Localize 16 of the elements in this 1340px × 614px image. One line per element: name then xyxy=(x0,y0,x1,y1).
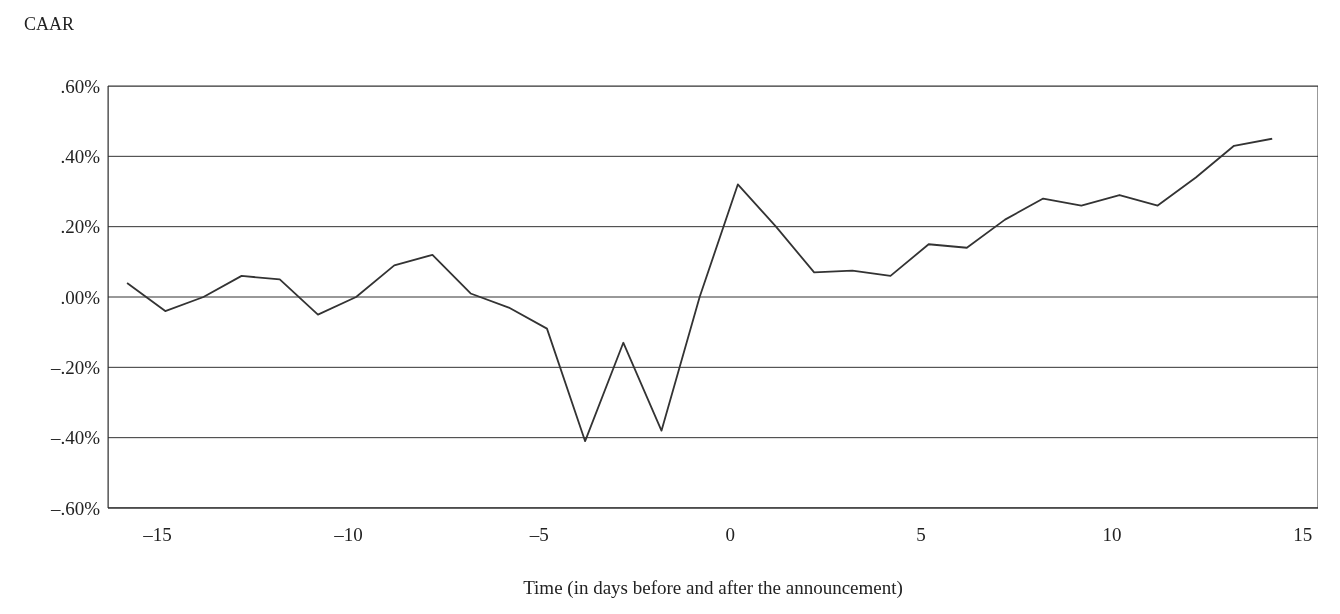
x-tick-label: 10 xyxy=(1102,524,1122,546)
x-tick-label: 15 xyxy=(1293,524,1313,546)
y-tick-label: .00% xyxy=(60,286,101,308)
y-tick-label: –.60% xyxy=(49,497,101,519)
y-tick-label: .60% xyxy=(60,75,101,97)
x-tick-label: –15 xyxy=(142,524,172,546)
x-tick-label: 5 xyxy=(916,524,926,546)
x-tick-label: –5 xyxy=(528,524,549,546)
x-tick-label: –10 xyxy=(333,524,363,546)
y-tick-label: –.40% xyxy=(49,427,101,449)
x-axis-title: Time (in days before and after the announcement) xyxy=(523,577,903,599)
x-tick-label: 0 xyxy=(725,524,735,546)
y-tick-label: .40% xyxy=(60,146,101,168)
y-tick-label: –.20% xyxy=(49,357,101,379)
y-axis-title: CAAR xyxy=(24,14,75,35)
y-tick-label: .20% xyxy=(60,216,101,238)
